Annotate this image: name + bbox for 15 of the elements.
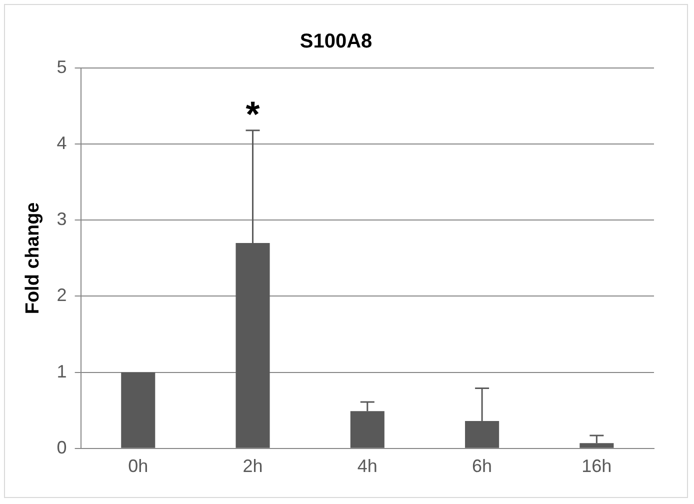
chart-title: S100A8 (300, 30, 372, 53)
y-tick-label: 3 (56, 209, 67, 230)
y-tick-label: 0 (56, 437, 67, 458)
x-tick-label: 0h (128, 456, 148, 476)
x-tick-label: 2h (242, 456, 263, 476)
y-tick-label: 1 (56, 361, 67, 382)
y-axis-title: Fold change (22, 202, 44, 314)
y-tick-label: 5 (56, 56, 67, 77)
annotation: * (246, 93, 260, 134)
x-tick-label: 16h (582, 456, 612, 476)
x-tick-label: 4h (357, 456, 378, 476)
y-tick-label: 2 (56, 285, 67, 306)
bar (121, 372, 156, 448)
x-tick-label: 6h (472, 456, 492, 476)
y-tick-label: 4 (56, 133, 67, 154)
